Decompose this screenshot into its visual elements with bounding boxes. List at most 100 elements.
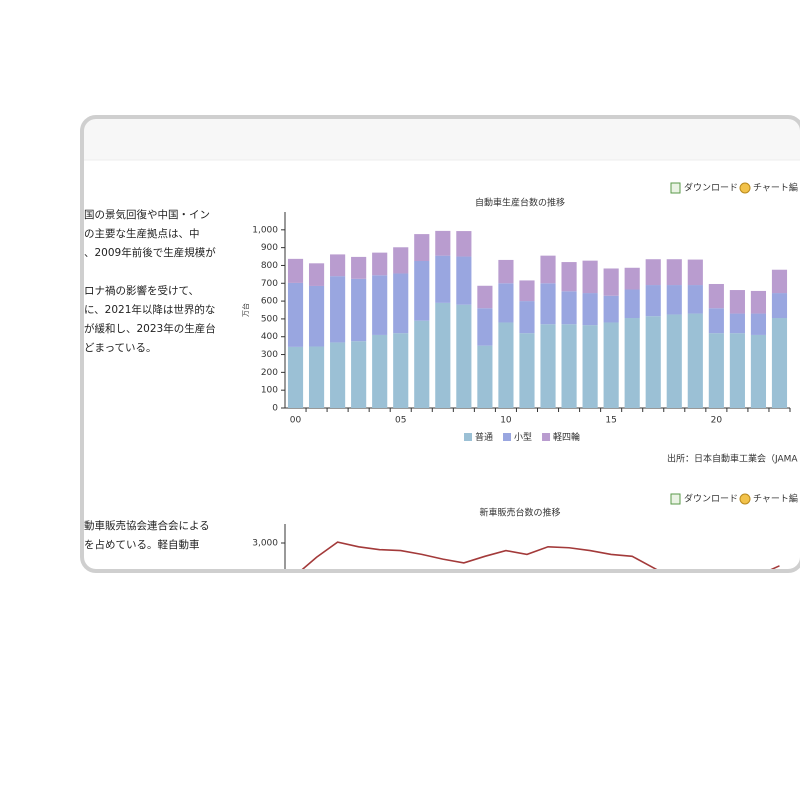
bar-segment [456, 256, 472, 305]
bar-segment [330, 276, 346, 343]
bar-segment [372, 275, 388, 335]
bar-segment [771, 293, 788, 319]
bar-segment [393, 247, 409, 274]
download-icon [670, 182, 681, 194]
chart-title: 新車販売台数の推移 [479, 507, 560, 519]
paragraph-line: ロナ禍の影響を受けて、 [84, 284, 199, 297]
bar-segment [582, 260, 598, 294]
bar-segment [687, 259, 703, 286]
bar-segment [308, 263, 325, 286]
y-tick-label: 800 [261, 261, 278, 271]
paragraph-line: に、2021年以降は世界的な [84, 303, 215, 316]
legend-label: 軽四輪 [553, 431, 580, 443]
y-tick-label: 600 [261, 297, 278, 307]
bar-segment [477, 285, 493, 309]
x-tick-label: 05 [395, 416, 406, 426]
bar-segment [435, 255, 451, 303]
y-tick-label: 1,000 [252, 225, 278, 235]
y-tick-label: 3,000 [252, 539, 278, 549]
y-tick-label: 700 [261, 279, 278, 289]
chart-title: 自動車生産台数の推移 [475, 197, 565, 209]
bar-segment [414, 234, 430, 261]
bar-segment [750, 334, 767, 408]
paragraph-line: が緩和し、2023年の生産台 [84, 322, 216, 335]
bar-segment [645, 285, 661, 317]
bar-segment [372, 334, 388, 408]
y-tick-label: 100 [261, 386, 278, 396]
bar-segment [393, 333, 409, 408]
download-button[interactable]: ダウンロード [684, 182, 738, 194]
y-axis-label: 万台 [241, 303, 250, 317]
bar-segment [414, 261, 430, 321]
bar-segment [708, 308, 724, 334]
frame-content: 国の景気回復や中国・インの主要な生産拠点は、中、2009年前後で生産規模がロナ禍… [82, 117, 800, 571]
bar-segment [287, 258, 304, 283]
x-tick-label: 10 [500, 416, 512, 426]
bar-segment [687, 285, 703, 314]
bar-segment [750, 313, 767, 335]
paragraph-line: 動車販売協会連合会による [84, 519, 210, 532]
bar-segment [645, 259, 661, 286]
bar-segment [666, 285, 682, 315]
x-tick-label: 20 [711, 416, 723, 426]
bar-segment [498, 283, 514, 323]
y-tick-label: 200 [261, 368, 278, 378]
bar-segment [308, 346, 325, 408]
edit-button[interactable]: チャート編 [753, 182, 798, 194]
bar-segment [687, 313, 703, 408]
bar-segment [414, 320, 430, 408]
legend-swatch [542, 433, 551, 441]
bar-segment [456, 231, 472, 257]
bar-segment [708, 333, 724, 408]
paragraph-line: を占めている。軽自動車 [84, 538, 200, 551]
bar-segment [729, 333, 745, 408]
x-tick-label: 15 [605, 416, 616, 426]
bar-segment [666, 259, 682, 286]
bar-segment [582, 293, 598, 326]
bar-segment [603, 268, 619, 296]
y-tick-label: 300 [261, 350, 278, 360]
edit-icon [739, 493, 751, 505]
bar-segment [771, 318, 788, 408]
y-tick-label: 500 [261, 314, 278, 324]
paragraph-line: 国の景気回復や中国・イン [84, 208, 210, 221]
bar-segment [287, 346, 304, 408]
bar-segment [498, 259, 514, 284]
legend-label: 普通 [475, 431, 493, 443]
line-series [295, 541, 780, 571]
bar-segment [540, 324, 556, 408]
bar-segment [287, 282, 304, 347]
download-button[interactable]: ダウンロード [684, 493, 738, 505]
bar-segment [708, 283, 724, 309]
paragraph-line: どまっている。 [84, 342, 157, 354]
bar-segment [477, 308, 493, 346]
bar-segment [330, 342, 346, 408]
bar-segment [372, 252, 388, 276]
y-tick-label: 0 [272, 404, 278, 414]
bar-segment [750, 290, 767, 314]
bar-segment [624, 289, 640, 319]
bar-segment [540, 283, 556, 325]
bar-segment [582, 325, 598, 408]
bar-segment [519, 333, 535, 408]
legend-swatch [464, 433, 472, 441]
bar-segment [561, 291, 577, 325]
bar-segment [308, 285, 325, 347]
bar-segment [561, 262, 577, 292]
edit-button[interactable]: チャート編 [753, 493, 798, 505]
x-tick-label: 00 [290, 416, 302, 426]
bar-segment [519, 301, 535, 334]
bar-segment [729, 290, 745, 314]
bar-segment [603, 322, 619, 408]
bar-segment [351, 256, 367, 279]
paragraph-line: 、2009年前後で生産規模が [84, 246, 216, 259]
download-icon [670, 493, 681, 505]
frame-border [80, 115, 800, 573]
legend-label: 小型 [514, 432, 532, 443]
y-tick-label: 900 [261, 243, 278, 253]
bar-segment [624, 267, 640, 290]
bar-segment [456, 304, 472, 408]
bar-segment [393, 273, 409, 334]
top-bar [82, 117, 800, 160]
